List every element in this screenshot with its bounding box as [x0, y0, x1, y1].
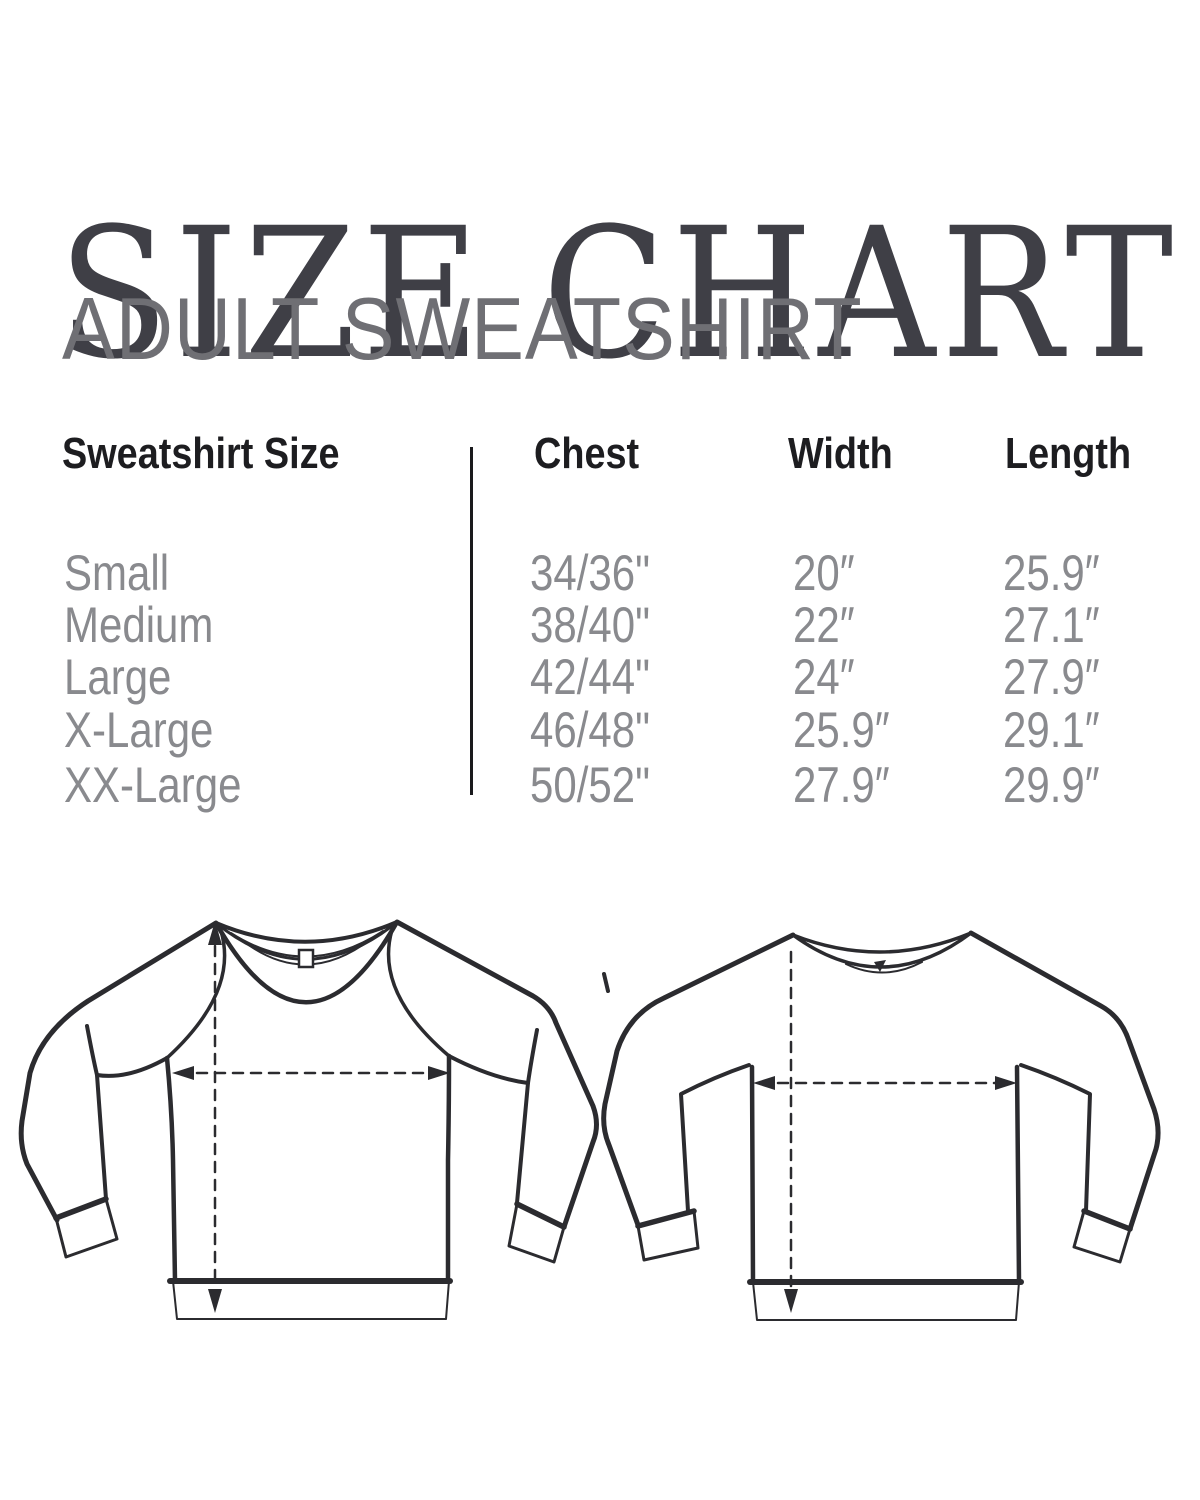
back-left-underside: [679, 1063, 751, 1213]
length-value-medium: 27.1″: [1003, 597, 1100, 653]
size-label-small: Small: [64, 545, 170, 601]
front-collar-top-arc: [214, 920, 399, 944]
back-right-underside: [1019, 1063, 1092, 1213]
front-sweatshirt-diagram: [18, 919, 599, 1320]
width-value-small: 20″: [793, 545, 855, 601]
back-width-arrow-left: [753, 1076, 775, 1090]
size-label-large: Large: [64, 649, 172, 705]
stray-mark: [602, 972, 610, 993]
front-right-raglan-seam: [386, 928, 451, 1058]
length-value-x-large: 29.1″: [1003, 702, 1100, 758]
front-body-left: [164, 1055, 178, 1284]
back-collar-notch: [874, 960, 886, 972]
front-length-arrow-down: [208, 1289, 222, 1313]
length-value-xx-large: 29.9″: [1003, 757, 1100, 813]
front-body-right: [445, 1053, 452, 1284]
length-value-small: 25.9″: [1003, 545, 1100, 601]
column-header-width: Width: [788, 429, 893, 478]
size-label-medium: Medium: [64, 597, 214, 653]
size-label-x-large: X-Large: [64, 702, 214, 758]
front-width-arrow-left: [172, 1066, 194, 1080]
chest-value-large: 42/44": [530, 649, 651, 705]
chest-value-medium: 38/40": [530, 597, 651, 653]
back-right-sleeve: [968, 930, 1161, 1232]
front-right-underarm: [447, 1054, 530, 1085]
front-right-cuff-edge: [514, 1201, 567, 1230]
page-subtitle: ADULT SWEATSHIRT: [62, 279, 863, 378]
width-value-large: 24″: [793, 649, 855, 705]
front-neck-tag: [297, 948, 315, 969]
back-length-arrow-down: [784, 1289, 798, 1313]
back-collar-band: [791, 931, 973, 969]
front-right-sleeve: [394, 919, 599, 1230]
back-left-sleeve: [601, 932, 796, 1228]
width-value-x-large: 25.9″: [793, 702, 890, 758]
front-left-sleeve: [18, 920, 219, 1223]
front-left-inner-sleeve: [85, 1024, 108, 1201]
page-title: SIZE CHART: [58, 189, 1179, 399]
front-left-cuff-edge: [53, 1196, 109, 1221]
width-value-xx-large: 27.9″: [793, 757, 890, 813]
back-left-cuff-edge: [635, 1208, 697, 1229]
front-collar-bottom-edge: [213, 919, 400, 1005]
table-divider: [470, 447, 473, 795]
column-header-length: Length: [1005, 429, 1132, 478]
chest-value-xx-large: 50/52": [530, 757, 651, 813]
width-value-medium: 22″: [793, 597, 855, 653]
front-right-inner-sleeve: [515, 1028, 539, 1205]
chest-value-x-large: 46/48": [530, 702, 651, 758]
back-sweatshirt-diagram: [601, 930, 1161, 1321]
front-width-arrow-right: [428, 1066, 450, 1080]
back-width-arrow-right: [995, 1076, 1017, 1090]
back-body-left: [749, 1064, 756, 1284]
back-body-right: [1014, 1064, 1022, 1284]
length-value-large: 27.9″: [1003, 649, 1100, 705]
front-left-underarm: [95, 1056, 169, 1078]
back-right-cuff-edge: [1081, 1208, 1133, 1232]
front-length-arrow-up: [208, 921, 222, 945]
back-collar-stitch: [845, 961, 923, 974]
size-label-xx-large: XX-Large: [64, 757, 242, 813]
front-left-raglan-seam: [165, 929, 227, 1060]
column-header-size: Sweatshirt Size: [62, 429, 340, 478]
column-header-chest: Chest: [534, 429, 640, 478]
chest-value-small: 34/36": [530, 545, 651, 601]
